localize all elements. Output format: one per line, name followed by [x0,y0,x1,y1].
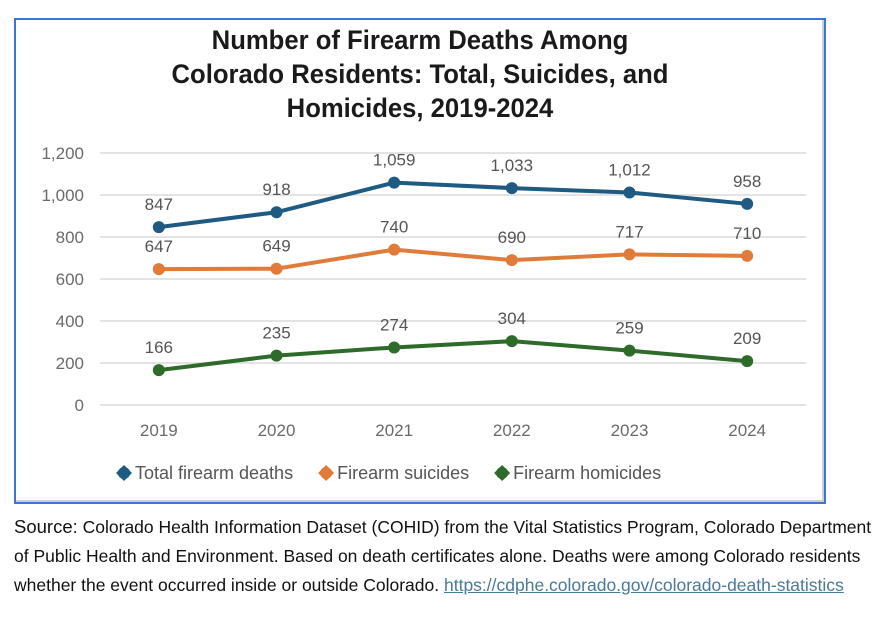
chart-title: Number of Firearm Deaths Among Colorado … [36,23,804,125]
x-tick-label: 2021 [375,421,413,440]
data-point[interactable] [270,349,283,362]
data-point[interactable] [270,262,283,275]
data-label: 647 [145,237,173,256]
data-point[interactable] [505,335,518,348]
line-chart: 0 200 400 600 800 1,000 1,200 2019 2020 2021 2022 2… [41,144,806,483]
data-label: 918 [262,180,290,199]
chart-title-line-3: Homicides, 2019-2024 [286,93,554,123]
data-point[interactable] [505,254,518,267]
y-tick-label: 400 [56,312,84,331]
data-label: 649 [262,237,290,256]
x-tick-label: 2020 [258,421,296,440]
series-line-2 [156,247,750,272]
data-point[interactable] [388,243,401,256]
source-text: Colorado Health Information Dataset (COH… [14,517,872,595]
series-line-3 [156,339,750,373]
data-point[interactable] [623,344,636,357]
data-label: 740 [380,218,408,237]
y-tick-label: 1,200 [41,144,84,163]
chart-title-line-1: Number of Firearm Deaths Among [211,25,629,55]
data-label: 690 [498,228,526,247]
legend-marker-dot [496,467,509,479]
data-point[interactable] [623,186,636,199]
y-tick-label: 0 [75,396,84,415]
data-label: 274 [380,315,408,334]
data-label: 847 [145,195,173,214]
data-label: 1,012 [608,160,651,179]
data-label: 717 [615,222,643,241]
source-link[interactable]: https://cdphe.colorado.gov/colorado-deat… [443,575,844,595]
y-tick-label: 1,000 [41,186,84,205]
data-point[interactable] [505,182,518,195]
data-point[interactable] [152,221,165,234]
data-label: 304 [498,309,526,328]
data-label: 166 [145,338,173,357]
x-tick-label: 2022 [493,421,531,440]
source-note: Source: Colorado Health Information Data… [14,512,874,600]
y-tick-label: 200 [56,354,84,373]
data-label: 235 [262,324,290,343]
x-tick-label: 2019 [140,421,178,440]
data-point[interactable] [152,364,165,377]
data-point[interactable] [388,341,401,354]
data-label: 958 [733,172,761,191]
legend-marker-dot [320,467,333,479]
data-point[interactable] [388,176,401,189]
data-point[interactable] [741,249,754,262]
data-point[interactable] [741,197,754,210]
legend-item-label[interactable]: Firearm suicides [337,463,469,483]
data-point[interactable] [270,206,283,219]
chart-title-line-2: Colorado Residents: Total, Suicides, and [171,59,669,89]
x-tick-label: 2023 [611,421,649,440]
legend-item-label[interactable]: Firearm homicides [513,463,661,483]
data-label: 710 [733,224,761,243]
source-label: Source: [14,516,78,537]
x-tick-label: 2024 [728,421,766,440]
legend-marker-dot [118,467,130,479]
y-tick-label: 800 [56,228,84,247]
data-label: 209 [733,329,761,348]
data-point[interactable] [741,355,754,368]
data-label: 1,033 [491,156,534,175]
data-label: 259 [615,319,643,338]
y-tick-label: 600 [56,270,84,289]
data-point[interactable] [152,263,165,276]
data-point[interactable] [623,248,636,261]
data-label: 1,059 [373,151,416,170]
legend-item-label[interactable]: Total firearm deaths [135,463,293,483]
series-line-1 [156,180,750,230]
chart-frame: Number of Firearm Deaths Among Colorado … [14,18,826,504]
